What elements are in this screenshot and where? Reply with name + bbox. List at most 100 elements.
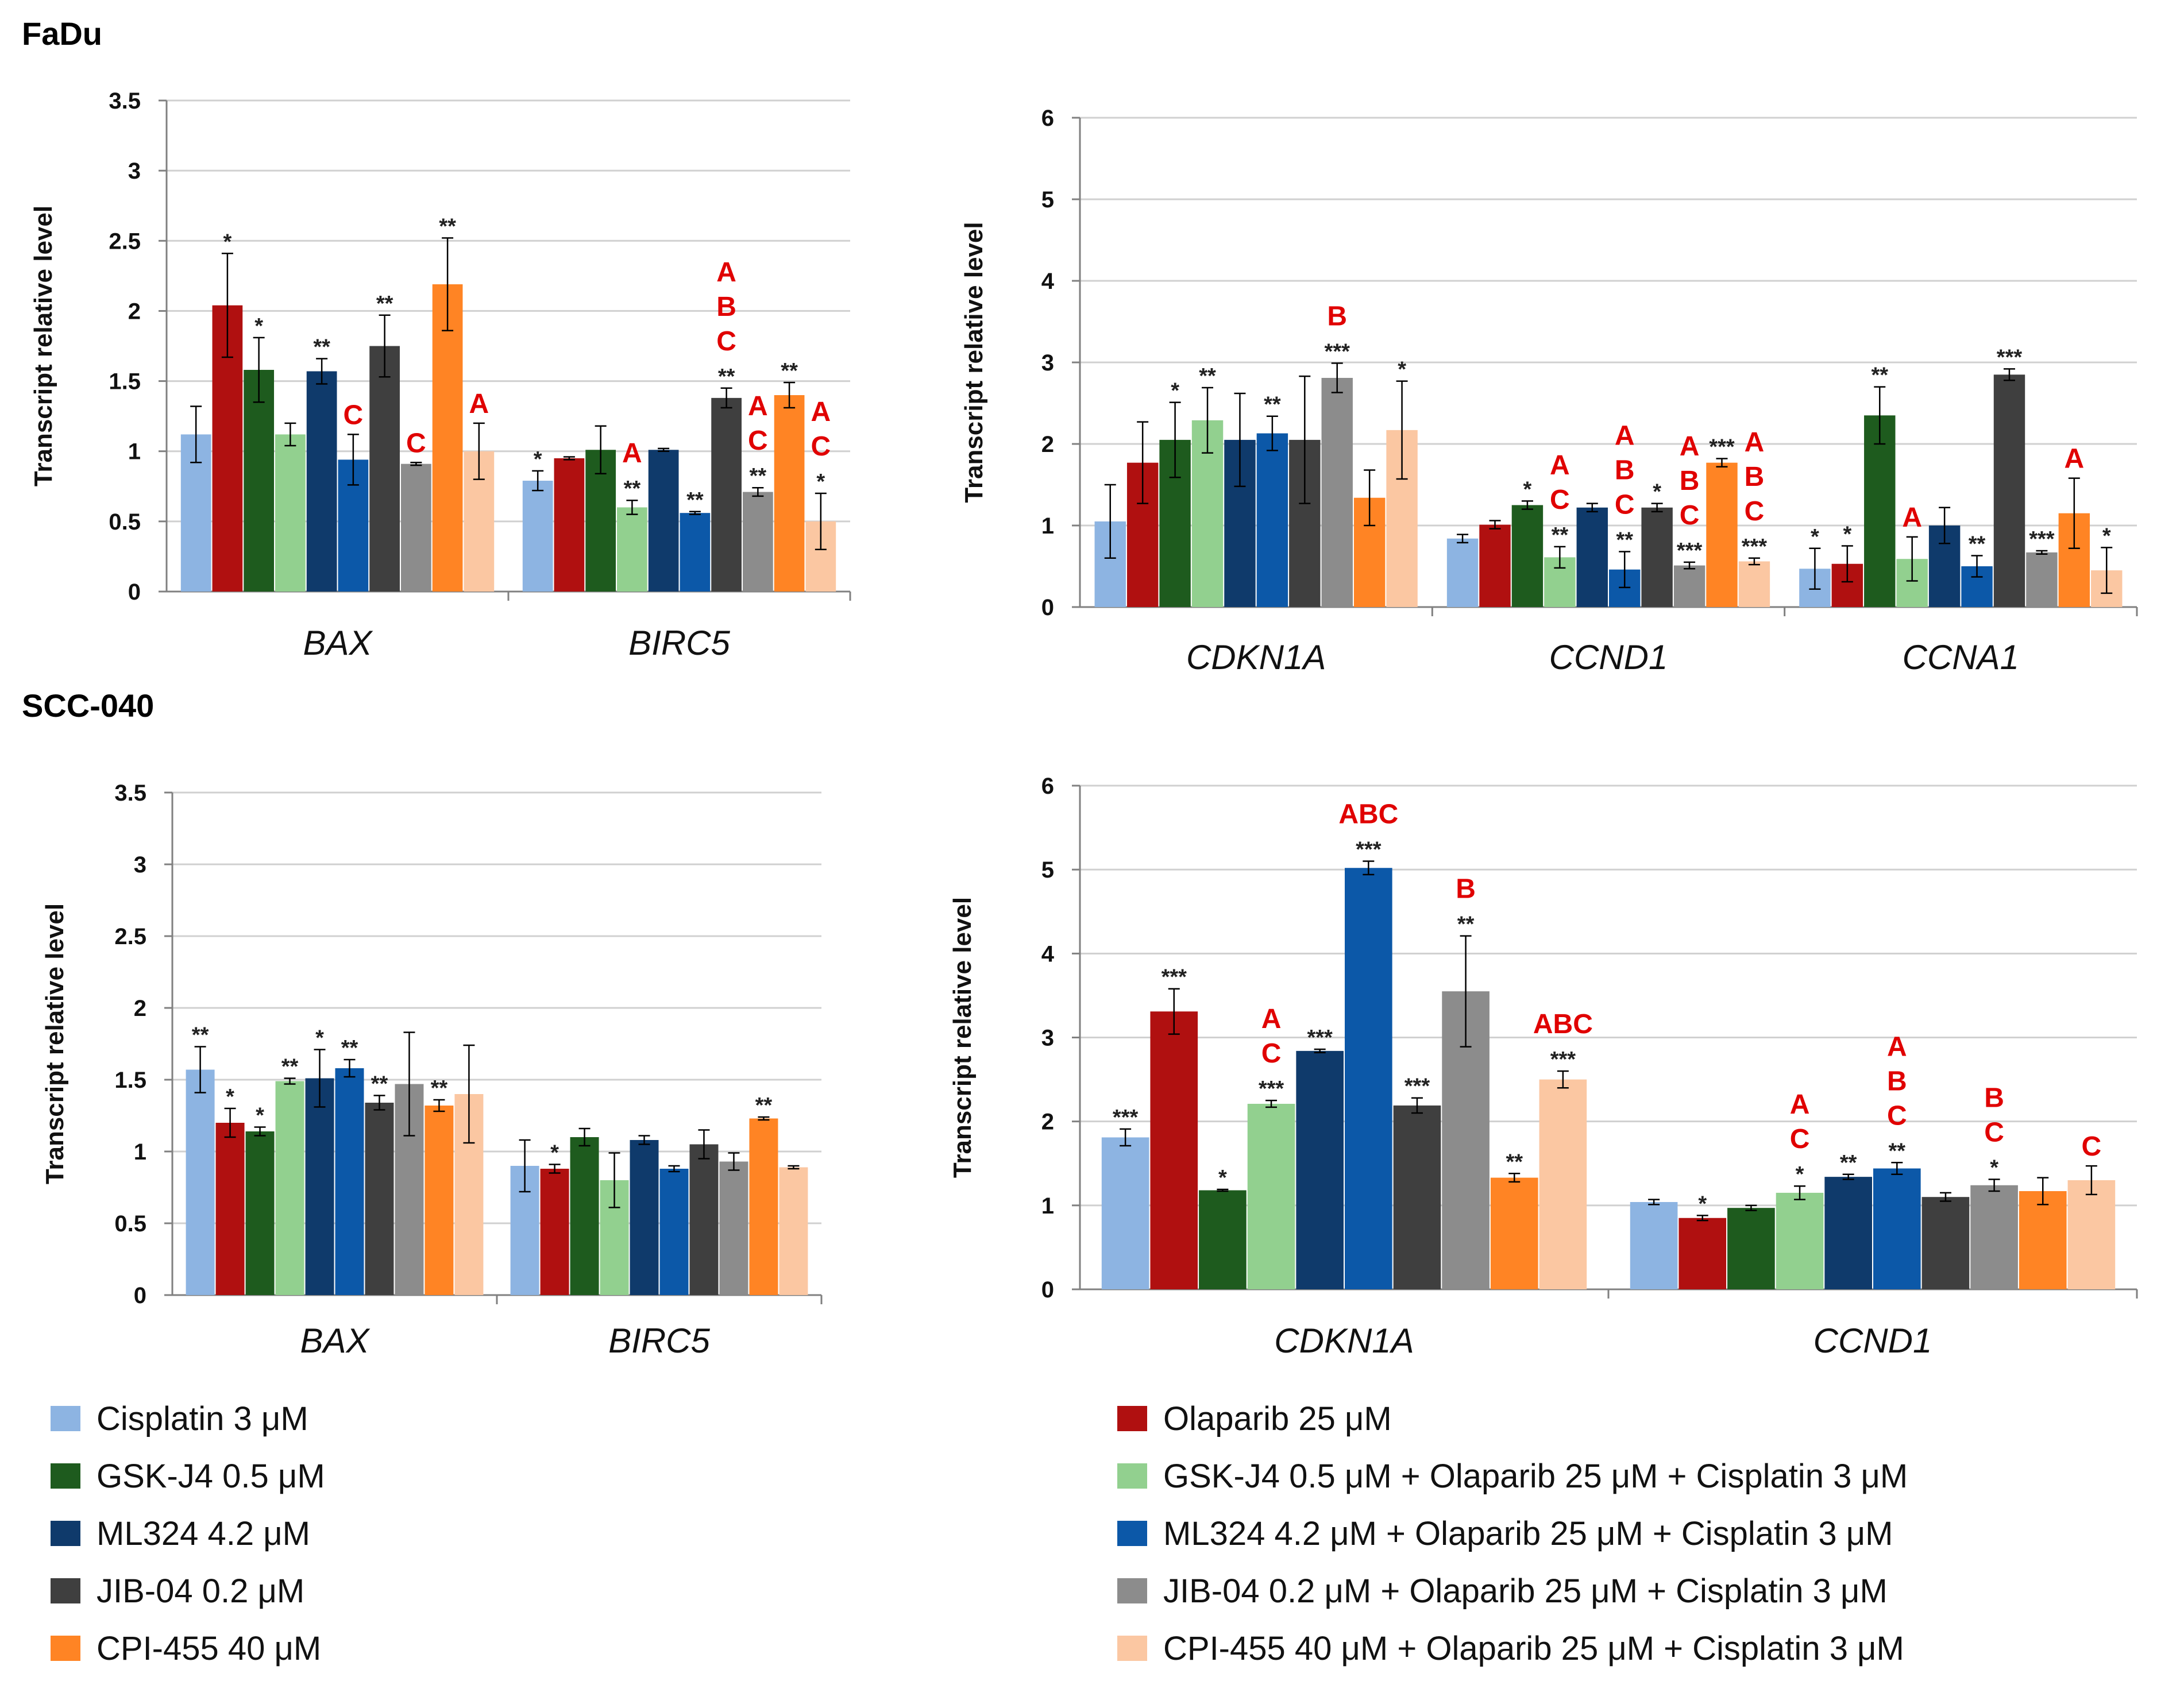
chart-panel-1: 0 0.5 1 1.5 2 2.5 3 3.5 Transcript relative leve… xyxy=(29,88,851,662)
bar xyxy=(659,1169,689,1295)
significance-stars: * xyxy=(534,447,542,472)
bar xyxy=(1256,433,1288,607)
significance-stars: * xyxy=(315,1026,324,1050)
y-axis-label: Transcript relative level xyxy=(41,903,69,1184)
y-tick-label: 3.5 xyxy=(109,88,141,114)
significance-stars: * xyxy=(1698,1192,1707,1216)
group-letter: C xyxy=(1680,500,1700,531)
chart-panel-3: 0 0.5 1 1.5 2 2.5 3 3.5 Transcript relative leve… xyxy=(41,780,823,1360)
y-tick-label: 0 xyxy=(128,579,141,605)
significance-stars: *** xyxy=(1356,838,1382,862)
group-letter: C xyxy=(1615,489,1635,520)
significance-stars: *** xyxy=(1325,339,1350,364)
category-label: CDKN1A xyxy=(1274,1321,1414,1360)
group-letter: ABC xyxy=(1533,1009,1593,1040)
significance-stars: ** xyxy=(1264,393,1281,417)
group-letter: B xyxy=(1745,462,1765,492)
y-tick-label: 2.5 xyxy=(109,229,141,254)
y-tick-label: 0.5 xyxy=(114,1211,146,1236)
significance-stars: ** xyxy=(1889,1139,1906,1163)
significance-stars: ** xyxy=(755,1093,773,1118)
significance-stars: * xyxy=(1171,379,1179,403)
bar xyxy=(369,346,400,592)
significance-stars: * xyxy=(1523,477,1532,501)
significance-stars: * xyxy=(226,1085,234,1109)
group-letter: B xyxy=(716,292,736,322)
y-tick-label: 1 xyxy=(1041,1193,1054,1219)
bar xyxy=(570,1137,599,1295)
significance-stars: * xyxy=(816,470,825,494)
y-tick-label: 4 xyxy=(1041,941,1055,967)
significance-stars: ** xyxy=(781,359,798,383)
y-tick-label: 2 xyxy=(1041,1110,1054,1135)
y-axis-label: Transcript relative level xyxy=(960,222,988,503)
bar xyxy=(630,1140,659,1295)
bar xyxy=(522,481,553,592)
category-label: BIRC5 xyxy=(628,624,730,662)
significance-stars: *** xyxy=(1742,535,1768,559)
significance-stars: * xyxy=(1843,523,1851,547)
bar xyxy=(1296,1050,1344,1289)
bar xyxy=(648,450,679,592)
significance-stars: *** xyxy=(1113,1106,1139,1130)
section-title-fadu: FaDu xyxy=(22,16,102,52)
y-tick-label: 5 xyxy=(1041,857,1054,883)
bar xyxy=(1873,1168,1921,1289)
bar xyxy=(1678,1218,1727,1289)
group-letter: A xyxy=(1550,450,1570,481)
y-tick-label: 3 xyxy=(134,852,146,878)
bar xyxy=(425,1106,454,1295)
bar xyxy=(680,513,711,592)
group-letter: B xyxy=(1327,301,1347,331)
significance-stars: *** xyxy=(2029,527,2055,551)
significance-stars: *** xyxy=(1307,1026,1333,1050)
significance-stars: ** xyxy=(431,1076,448,1100)
bar xyxy=(432,284,463,592)
bar xyxy=(1345,868,1392,1289)
significance-stars: * xyxy=(1796,1162,1804,1187)
bar xyxy=(1101,1137,1149,1289)
group-letter: C xyxy=(2082,1131,2102,1162)
group-letter: C xyxy=(811,431,831,462)
group-letter: A xyxy=(1680,431,1700,462)
y-tick-label: 0 xyxy=(134,1283,146,1308)
bar xyxy=(2026,552,2058,607)
significance-stars: ** xyxy=(1552,523,1569,547)
bar xyxy=(1576,507,1608,607)
group-letter: C xyxy=(406,428,426,458)
bar xyxy=(617,507,647,592)
bar xyxy=(1446,538,1479,607)
y-tick-label: 1.5 xyxy=(114,1068,146,1093)
bar xyxy=(1479,524,1511,607)
significance-stars: *** xyxy=(1997,345,2023,369)
significance-stars: ** xyxy=(192,1023,209,1048)
significance-stars: *** xyxy=(1404,1075,1430,1099)
significance-stars: *** xyxy=(1709,435,1735,459)
group-letter: C xyxy=(1550,485,1570,515)
group-letter: B xyxy=(1984,1083,2004,1114)
bar xyxy=(1199,1190,1247,1289)
significance-stars: ** xyxy=(341,1036,358,1060)
group-letter: C xyxy=(1261,1038,1282,1069)
bar xyxy=(365,1103,394,1295)
significance-stars: ** xyxy=(1199,364,1216,388)
y-tick-label: 1 xyxy=(1041,513,1054,539)
significance-stars: * xyxy=(550,1141,559,1165)
significance-stars: * xyxy=(2102,524,2111,548)
group-letter: A xyxy=(1887,1031,1907,1062)
y-tick-label: 2 xyxy=(128,299,141,324)
significance-stars: ** xyxy=(1616,528,1633,552)
group-letter: C xyxy=(1745,496,1765,527)
y-tick-label: 1 xyxy=(128,439,141,465)
bar xyxy=(2067,1180,2116,1289)
significance-stars: ** xyxy=(750,464,767,488)
group-letter: C xyxy=(748,426,768,456)
bar xyxy=(1150,1011,1198,1289)
group-letter: C xyxy=(1984,1118,2004,1148)
bar xyxy=(275,434,306,592)
bar xyxy=(305,1078,334,1295)
category-label: CCND1 xyxy=(1549,638,1668,677)
